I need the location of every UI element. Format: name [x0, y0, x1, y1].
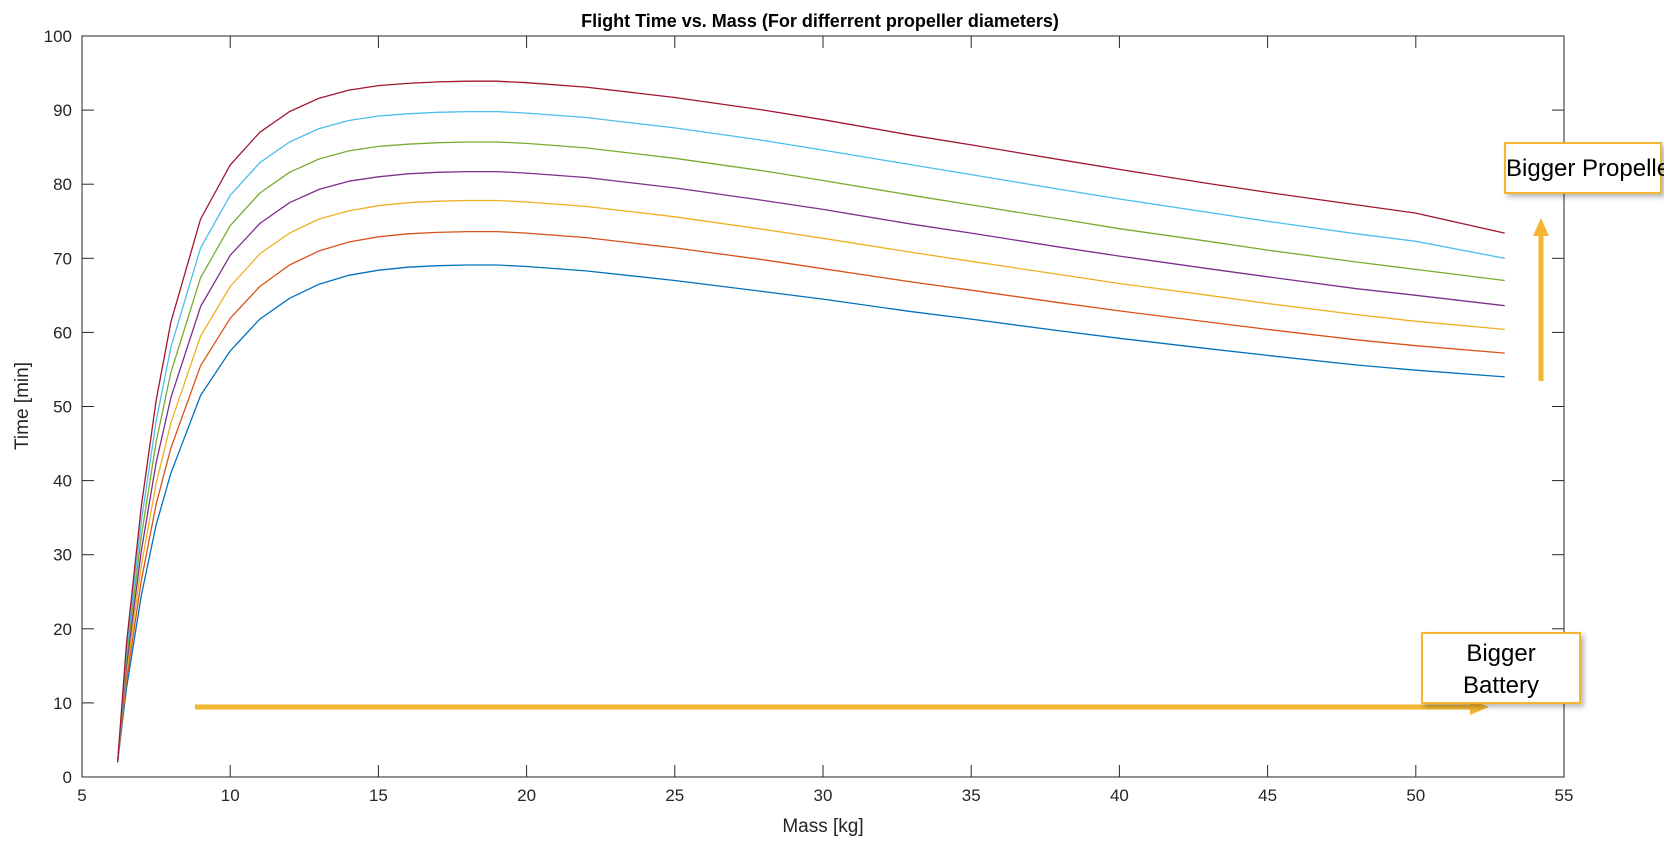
x-tick-label: 25	[665, 786, 684, 805]
y-tick-label: 50	[53, 398, 72, 417]
x-tick-label: 10	[221, 786, 240, 805]
series-layer	[116, 80, 1505, 763]
chart-title: Flight Time vs. Mass (For differrent pro…	[581, 11, 1059, 31]
x-tick-label: 45	[1258, 786, 1277, 805]
y-tick-label: 30	[53, 546, 72, 565]
series-line-5	[116, 141, 1505, 763]
x-axis-label: Mass [kg]	[782, 816, 863, 837]
x-tick-label: 50	[1406, 786, 1425, 805]
y-tick-label: 60	[53, 323, 72, 342]
y-tick-label: 40	[53, 472, 72, 491]
x-tick-label: 5	[77, 786, 86, 805]
x-tick-label: 15	[369, 786, 388, 805]
plot-area	[81, 35, 1565, 778]
series-line-7	[116, 80, 1505, 763]
series-line-6	[116, 110, 1505, 763]
bigger-battery-callout: Bigger Battery	[1421, 632, 1581, 704]
axis-ticks: 5 10 15 20 25 30 35 40 45 50 55 0 10 20 30 40 50 60 70 80 90…	[44, 27, 1574, 805]
y-tick-label: 10	[53, 694, 72, 713]
bigger-propeller-callout: Bigger Propeller	[1504, 142, 1664, 194]
x-tick-label: 35	[962, 786, 981, 805]
x-tick-label: 55	[1555, 786, 1574, 805]
series-line-2	[116, 230, 1505, 763]
bigger-battery-text-line2: Battery	[1462, 672, 1540, 699]
series-line-1	[116, 264, 1505, 763]
y-tick-label: 90	[53, 101, 72, 120]
bigger-battery-text-line1: Bigger	[1466, 640, 1536, 667]
x-tick-label: 40	[1110, 786, 1129, 805]
y-axis-label: Time [min]	[12, 362, 33, 450]
y-tick-label: 70	[53, 249, 72, 268]
y-tick-label: 100	[44, 27, 72, 46]
x-tick-label: 30	[814, 786, 833, 805]
series-line-3	[116, 199, 1505, 763]
y-tick-label: 0	[63, 768, 72, 787]
x-tick-label: 20	[517, 786, 536, 805]
bigger-propeller-text: Bigger Propeller	[1506, 155, 1664, 182]
series-line-4	[116, 170, 1505, 763]
arrow-bigger-propeller	[1533, 218, 1549, 381]
y-tick-label: 20	[53, 620, 72, 639]
y-tick-label: 80	[53, 175, 72, 194]
